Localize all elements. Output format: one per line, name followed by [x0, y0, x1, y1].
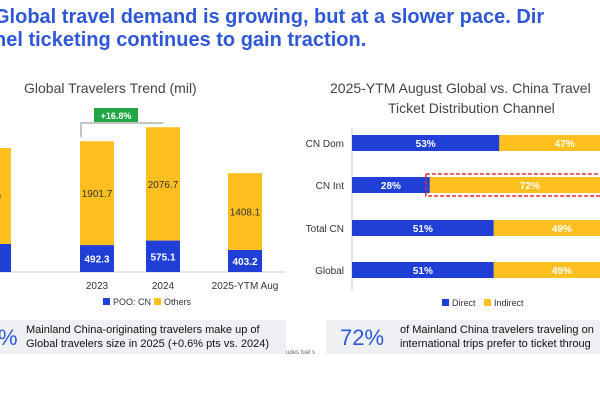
bar-direct-1: [352, 177, 430, 193]
left-caption-figure: %: [0, 325, 18, 351]
right-caption-line-2: international trips prefer to ticket thr…: [400, 338, 591, 350]
bar-indirect-1: [429, 177, 600, 193]
label-others-3: 1408.1: [230, 208, 261, 219]
legend-label-poo: POO: CN: [113, 297, 151, 307]
bar-direct-2: [352, 220, 494, 236]
bar-direct-0: [352, 135, 500, 151]
bar-indirect-2: [493, 220, 600, 236]
label-indirect-3: 49%: [552, 266, 572, 277]
bar-poo-0: [0, 244, 11, 272]
right-chart-title-line-1: 2025-YTM August Global vs. China Travel: [330, 80, 591, 96]
bar-others-0: [0, 148, 11, 244]
left-caption: % Mainland China-originating travelers m…: [0, 320, 286, 354]
label-poo-2: 575.1: [150, 252, 175, 263]
right-caption-figure: 72%: [340, 325, 385, 350]
bar-direct-3: [352, 262, 494, 278]
legend-label-others: Others: [164, 297, 192, 307]
headline: Global travel demand is growing, but at …: [0, 6, 600, 52]
legend-swatch-poo: [103, 298, 110, 305]
right-caption-line-1: of Mainland China travelers traveling on: [400, 324, 594, 336]
bar-others-3: [228, 173, 262, 250]
bar-poo-1: [80, 245, 114, 272]
left-caption-line-1: Mainland China-originating travelers mak…: [26, 324, 260, 336]
label-direct-0: 53%: [416, 139, 436, 150]
label-others-1: 1901.7: [82, 189, 113, 200]
left-chart-title: Global Travelers Trend (mil): [24, 80, 197, 96]
headline-line-2: nel ticketing continues to gain traction…: [0, 29, 367, 51]
bar-others-1: [80, 141, 114, 246]
right-caption: 72% of Mainland China travelers travelin…: [326, 320, 600, 354]
legend-label-direct: Direct: [452, 298, 476, 308]
label-poo-1: 492.3: [84, 255, 109, 266]
label-poo-3: 403.2: [232, 257, 257, 268]
category-label-3: 2025-YTM Aug: [212, 281, 279, 292]
legend-swatch-others: [154, 298, 161, 305]
highlight-box: [425, 173, 600, 197]
label-others-0: 6.0: [0, 192, 1, 203]
growth-badge-label: +16.8%: [101, 111, 132, 121]
category-label-1: 2023: [86, 281, 109, 292]
label-indirect-1: 72%: [520, 181, 540, 192]
bar-poo-2: [146, 240, 180, 272]
category-label-2: 2024: [152, 281, 175, 292]
row-label-2: Total CN: [306, 224, 344, 235]
label-direct-2: 51%: [413, 224, 433, 235]
legend-swatch-direct: [442, 299, 449, 306]
footnote: udes fuel s: [286, 350, 316, 356]
legend-label-indirect: Indirect: [494, 298, 524, 308]
label-direct-3: 51%: [413, 266, 433, 277]
label-direct-1: 28%: [381, 181, 401, 192]
right-chart-title-line-2: Ticket Distribution Channel: [388, 100, 555, 116]
growth-bracket: [80, 122, 164, 138]
label-indirect-0: 47%: [555, 139, 575, 150]
headline-line-1: Global travel demand is growing, but at …: [0, 6, 545, 28]
row-label-0: CN Dom: [306, 139, 344, 150]
row-label-3: Global: [315, 266, 344, 277]
left-caption-line-2: Global travelers size in 2025 (+0.6% pts…: [26, 338, 270, 350]
bar-others-2: [146, 127, 180, 241]
bar-indirect-0: [499, 135, 600, 151]
label-others-2: 2076.7: [148, 180, 179, 191]
legend-swatch-indirect: [484, 299, 491, 306]
growth-badge: [94, 108, 138, 122]
row-label-1: CN Int: [316, 181, 345, 192]
label-indirect-2: 49%: [552, 224, 572, 235]
bar-indirect-3: [493, 262, 600, 278]
bar-poo-3: [228, 249, 262, 272]
